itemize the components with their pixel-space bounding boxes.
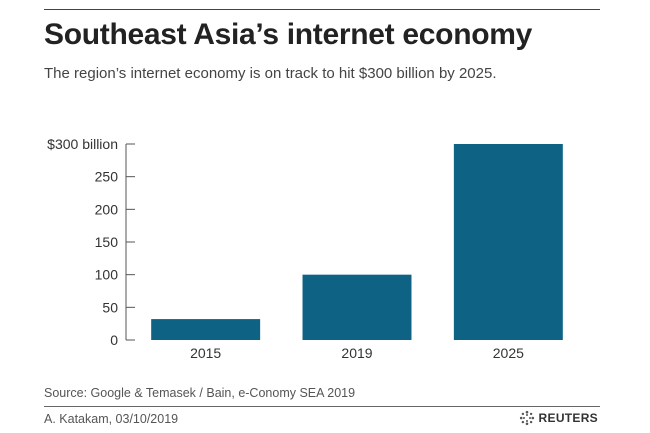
top-rule <box>44 9 600 10</box>
chart-subtitle: The region’s internet economy is on trac… <box>44 65 497 82</box>
bar <box>151 319 261 340</box>
source-note: Source: Google & Temasek / Bain, e-Conom… <box>44 386 356 400</box>
y-tick-label: 200 <box>95 201 119 217</box>
bar <box>453 144 563 340</box>
reuters-logo-icon <box>519 410 534 426</box>
x-tick-label: 2019 <box>341 345 372 361</box>
chart-title: Southeast Asia’s internet economy <box>44 18 533 51</box>
author-credit: A. Katakam, 03/10/2019 <box>44 412 179 426</box>
y-tick-label: 100 <box>95 267 119 283</box>
x-tick-label: 2015 <box>190 345 221 361</box>
bar-chart: 0 50 100 150 200 250 $300 billion 2015 2019 2025 <box>47 136 563 361</box>
x-tick-label: 2025 <box>493 345 524 361</box>
reuters-logo-text: REUTERS <box>538 411 598 425</box>
bottom-rule <box>44 406 600 407</box>
bar <box>302 274 412 340</box>
y-tick-label: $300 billion <box>47 136 118 152</box>
reuters-logo: REUTERS <box>519 410 598 426</box>
y-tick-label: 150 <box>95 234 119 250</box>
y-tick-label: 250 <box>95 169 119 185</box>
y-tick-label: 0 <box>110 332 118 348</box>
y-tick-label: 50 <box>102 299 118 315</box>
